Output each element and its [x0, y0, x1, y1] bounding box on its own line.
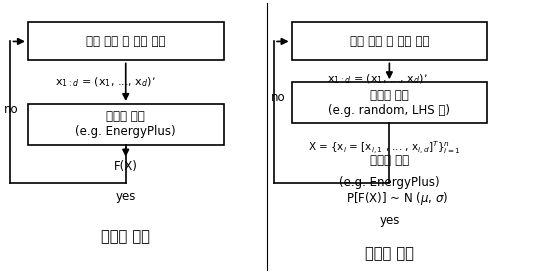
Text: 최적화 결과: 최적화 결과: [101, 230, 150, 245]
Text: yes: yes: [379, 214, 399, 227]
Text: X = {x$_i$ = [x$_{i,1}$ , ... , x$_{i,d}$]$^T$}$^n_{i=1}$: X = {x$_i$ = [x$_{i,1}$ , ... , x$_{i,d}…: [308, 139, 461, 156]
Text: no: no: [271, 91, 286, 104]
Text: x$_{1:d}$ = (x$_1$, ..., x$_d$)’: x$_{1:d}$ = (x$_1$, ..., x$_d$)’: [55, 75, 156, 89]
FancyBboxPatch shape: [28, 104, 223, 145]
FancyBboxPatch shape: [28, 22, 223, 60]
Text: 수학적 모델
(e.g. EnergyPlus): 수학적 모델 (e.g. EnergyPlus): [75, 110, 176, 138]
Text: no: no: [3, 103, 18, 116]
Text: 설계 변수 및 제약 조건: 설계 변수 및 제약 조건: [350, 35, 429, 48]
Text: 설계 변수 및 제약 조건: 설계 변수 및 제약 조건: [86, 35, 166, 48]
Text: (e.g. EnergyPlus): (e.g. EnergyPlus): [339, 176, 440, 189]
Text: 최적화 결과: 최적화 결과: [365, 246, 414, 261]
Text: yes: yes: [116, 190, 136, 203]
Text: P[F(X)] ~ N ($\mu$, $\sigma$): P[F(X)] ~ N ($\mu$, $\sigma$): [346, 191, 449, 207]
FancyBboxPatch shape: [292, 22, 487, 60]
FancyBboxPatch shape: [292, 82, 487, 123]
Text: 샘플링 방법
(e.g. random, LHS 등): 샘플링 방법 (e.g. random, LHS 등): [329, 88, 450, 117]
Text: 수학적 모델: 수학적 모델: [370, 155, 409, 167]
Text: x$_{1:d}$ = (x$_1$, ..., x$_d$)’: x$_{1:d}$ = (x$_1$, ..., x$_d$)’: [327, 73, 428, 86]
Text: F(X): F(X): [114, 160, 138, 173]
